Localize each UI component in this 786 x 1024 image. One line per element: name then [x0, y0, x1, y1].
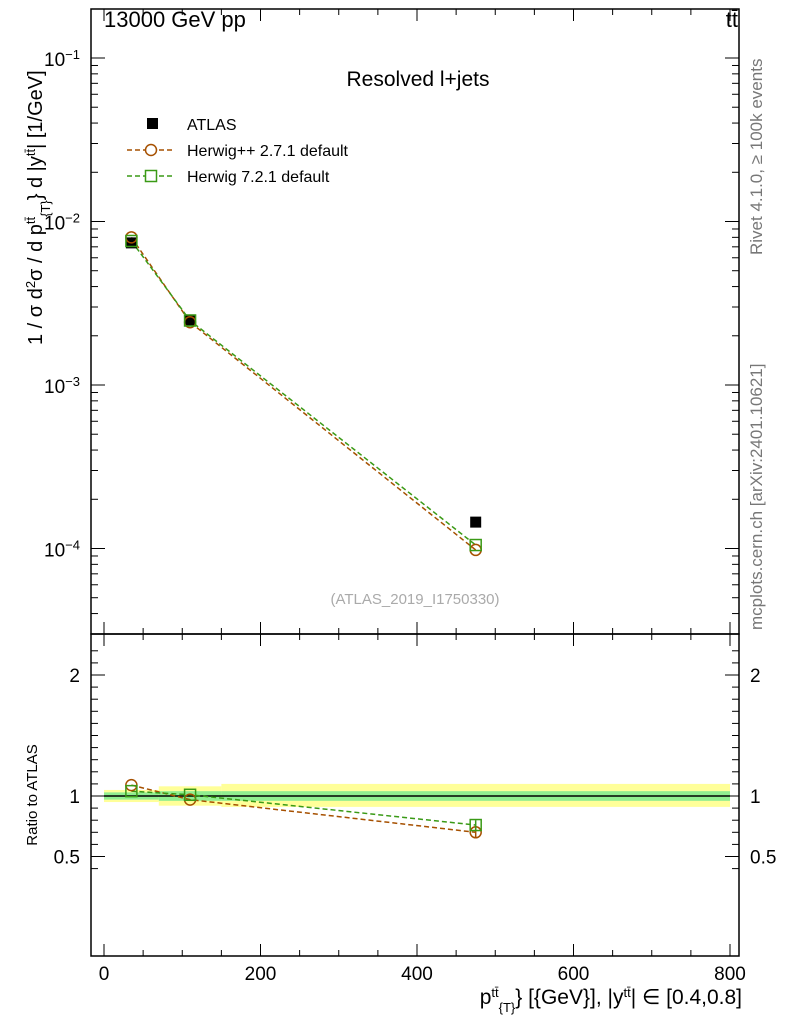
ratio-ytick-label-right: 2 — [750, 666, 761, 687]
ratio-ytick-label-left: 0.5 — [54, 848, 80, 869]
main-panel-title: Resolved l+jets — [347, 68, 490, 91]
ratio-herwig7-point — [469, 818, 482, 832]
ratio-panel-markers — [125, 778, 482, 839]
x-axis-label: ptt̄{T}} [{GeV}], |ytt̄| ∈ [0.4,0.8] — [480, 985, 742, 1015]
main-panel-ticks: 10−1 10−2 10−3 10−4 — [44, 9, 739, 634]
main-ytick-label: 10−2 — [44, 210, 80, 235]
main-ytick-label: 10−1 — [44, 47, 80, 72]
ratio-herwig7-point — [125, 784, 138, 798]
legend-herwigpp-marker — [144, 143, 158, 157]
main-series-line — [130, 240, 477, 546]
main-ytick-label: 10−3 — [44, 374, 80, 399]
x-tick-label: 0 — [99, 964, 110, 985]
legend-herwig7-label: Herwig 7.2.1 default — [187, 169, 330, 186]
x-tick-label: 200 — [245, 964, 277, 985]
legend-atlas-marker — [147, 118, 158, 129]
main-ytick-label: 10−4 — [44, 537, 80, 562]
ratio-y-axis-label: Ratio to ATLAS — [24, 744, 41, 845]
herwig7-data-point — [125, 234, 138, 248]
main-panel: 10−1 10−2 10−3 10−4 Resolved l+jets (ATLAS_… — [23, 8, 740, 635]
mcplots-source-label: mcplots.cern.ch [arXiv:2401.10621] — [747, 364, 766, 630]
analysis-watermark: (ATLAS_2019_I1750330) — [330, 591, 499, 608]
rivet-version-label: Rivet 4.1.0, ≥ 100k events — [747, 59, 766, 255]
ratio-ytick-label-right: 1 — [750, 787, 761, 808]
ratio-panel: 0.5 0.5 1 1 2 2 0 200 400 600 800 Ratio to ATLAS p… — [24, 633, 776, 1015]
herwig7-data-point — [469, 538, 482, 552]
header-energy-label: 13000 GeV pp — [104, 7, 246, 32]
atlas-data-point — [184, 314, 196, 326]
main-panel-series-lines — [130, 236, 477, 551]
ratio-panel-ticks: 0.5 0.5 1 1 2 2 0 200 400 600 800 — [54, 634, 776, 985]
ratio-ytick-label-left: 2 — [69, 666, 80, 687]
atlas-data-point — [470, 516, 482, 528]
main-y-axis-label: 1 / σ d2σ / d ptt̄{T}} d |ytt̄| [1/GeV] — [23, 70, 53, 345]
ratio-ytick-label-right: 0.5 — [750, 848, 776, 869]
ratio-herwig7-point — [183, 788, 197, 802]
header-process-label: tt̄ — [726, 7, 738, 32]
main-panel-markers — [125, 231, 482, 557]
herwig7-data-point — [183, 314, 197, 327]
x-tick-label: 800 — [714, 964, 746, 985]
ratio-panel-frame — [90, 633, 740, 957]
legend-herwigpp-label: Herwig++ 2.7.1 default — [187, 143, 349, 160]
x-tick-label: 600 — [558, 964, 590, 985]
ratio-ytick-label-left: 1 — [69, 787, 80, 808]
x-tick-label: 400 — [401, 964, 433, 985]
main-series-line — [130, 236, 477, 551]
legend-atlas-label: ATLAS — [187, 117, 237, 134]
legend: ATLAS Herwig++ 2.7.1 default Herwig 7.2.… — [127, 117, 349, 186]
legend-herwig7-marker — [144, 169, 158, 183]
